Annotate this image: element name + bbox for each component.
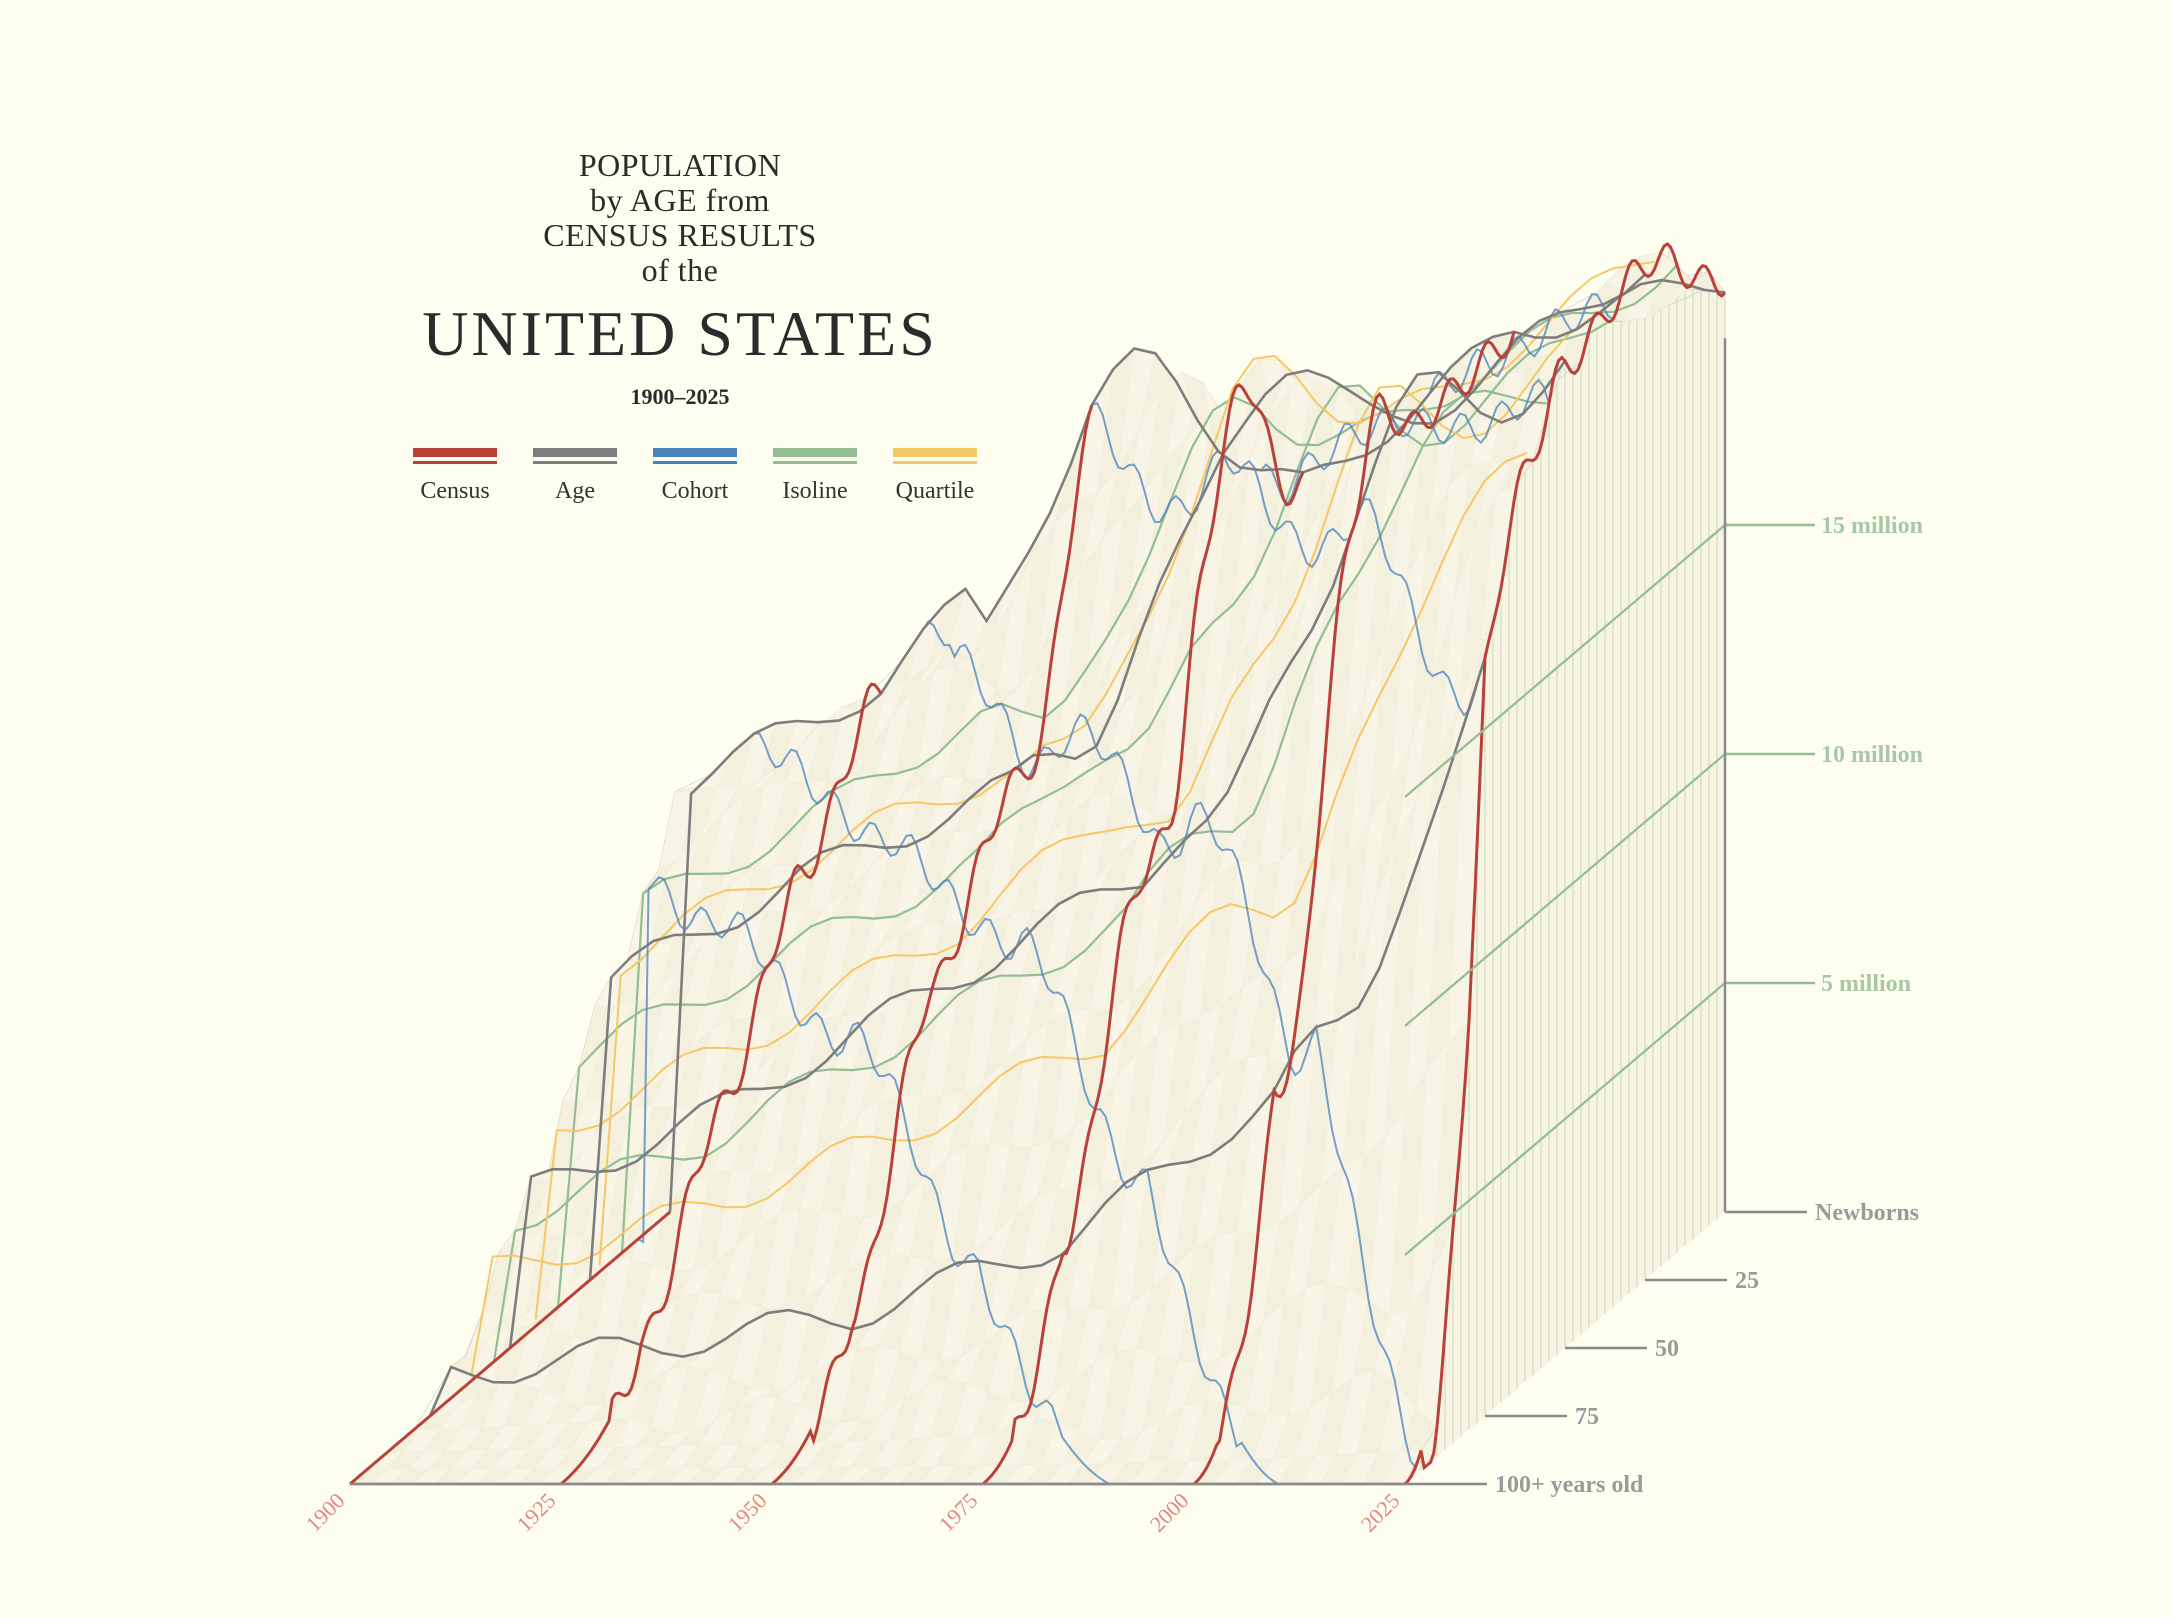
- legend-swatch-age: [533, 448, 617, 464]
- title-line-4: of the: [380, 253, 980, 288]
- million-tick-label: 10 million: [1821, 742, 1923, 768]
- legend-item-age: Age: [515, 448, 635, 505]
- legend-swatch-census: [413, 448, 497, 464]
- year-tick-label: 1900: [301, 1488, 350, 1537]
- legend: Census Age Cohort Isoline Quartile: [395, 448, 995, 505]
- legend-swatch-cohort: [653, 448, 737, 464]
- legend-item-cohort: Cohort: [635, 448, 755, 505]
- title-line-1: POPULATION: [380, 148, 980, 183]
- legend-label-cohort: Cohort: [635, 478, 755, 505]
- year-tick-label: 2000: [1145, 1488, 1194, 1537]
- chart-title: POPULATION by AGE from CENSUS RESULTS of…: [380, 148, 980, 410]
- age-tick-label: 100+ years old: [1495, 1472, 1644, 1498]
- age-tick-label: Newborns: [1815, 1200, 1919, 1226]
- year-tick-label: 1950: [723, 1488, 772, 1537]
- legend-label-age: Age: [515, 478, 635, 505]
- legend-swatch-isoline: [773, 448, 857, 464]
- legend-item-isoline: Isoline: [755, 448, 875, 505]
- legend-swatch-quartile: [893, 448, 977, 464]
- year-tick-label: 1925: [512, 1488, 561, 1537]
- million-tick-label: 15 million: [1821, 513, 1923, 539]
- title-line-3: CENSUS RESULTS: [380, 218, 980, 253]
- title-line-2: by AGE from: [380, 183, 980, 218]
- year-tick-label: 2025: [1356, 1488, 1405, 1537]
- year-tick-label: 1975: [934, 1488, 983, 1537]
- age-tick-label: 50: [1655, 1336, 1679, 1362]
- legend-label-census: Census: [395, 478, 515, 505]
- legend-item-quartile: Quartile: [875, 448, 995, 505]
- title-years: 1900–2025: [380, 384, 980, 410]
- million-tick-label: 5 million: [1821, 971, 1911, 997]
- title-main: UNITED STATES: [380, 294, 980, 374]
- legend-item-census: Census: [395, 448, 515, 505]
- age-tick-label: 75: [1575, 1404, 1599, 1430]
- age-tick-label: 25: [1735, 1268, 1759, 1294]
- legend-label-isoline: Isoline: [755, 478, 875, 505]
- legend-label-quartile: Quartile: [875, 478, 995, 505]
